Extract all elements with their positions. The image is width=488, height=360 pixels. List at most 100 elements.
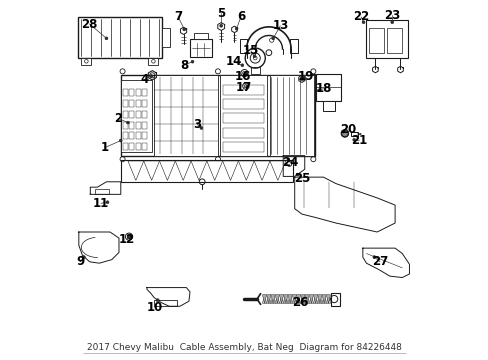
Bar — [136, 100, 140, 107]
Polygon shape — [266, 295, 270, 303]
Text: 25: 25 — [293, 172, 309, 185]
Circle shape — [156, 299, 159, 302]
Bar — [142, 132, 147, 139]
Polygon shape — [279, 295, 283, 303]
Bar — [129, 143, 134, 150]
Text: 28: 28 — [81, 18, 98, 31]
Circle shape — [341, 130, 348, 137]
Text: 11: 11 — [93, 197, 109, 210]
Polygon shape — [283, 295, 287, 303]
Polygon shape — [308, 295, 313, 303]
Text: 7: 7 — [174, 10, 182, 23]
Circle shape — [82, 256, 85, 258]
Circle shape — [302, 77, 305, 80]
Text: 6: 6 — [236, 10, 244, 23]
Text: 14: 14 — [225, 55, 242, 68]
Circle shape — [191, 60, 194, 63]
Polygon shape — [322, 295, 325, 303]
Circle shape — [271, 37, 274, 40]
Circle shape — [317, 89, 320, 92]
Text: 24: 24 — [282, 156, 298, 169]
Bar — [351, 132, 357, 136]
Text: 18: 18 — [315, 82, 331, 95]
Circle shape — [296, 173, 298, 176]
Bar — [121, 75, 314, 156]
Polygon shape — [313, 295, 317, 303]
Bar — [223, 142, 264, 152]
Circle shape — [127, 235, 131, 238]
Text: 4: 4 — [140, 73, 148, 86]
Circle shape — [253, 56, 257, 60]
Bar — [193, 33, 207, 39]
Bar — [136, 111, 140, 118]
Polygon shape — [269, 161, 285, 180]
Bar — [136, 132, 140, 139]
Text: 2: 2 — [114, 112, 122, 125]
Bar — [190, 39, 211, 57]
Polygon shape — [128, 161, 143, 180]
Circle shape — [286, 159, 289, 162]
Bar — [322, 101, 334, 111]
Bar — [129, 89, 134, 96]
Bar — [122, 89, 127, 96]
Polygon shape — [254, 161, 269, 180]
Bar — [121, 80, 152, 152]
Polygon shape — [287, 295, 292, 303]
Polygon shape — [143, 161, 159, 180]
Bar — [142, 89, 147, 96]
Bar — [366, 21, 407, 58]
Text: 26: 26 — [291, 296, 307, 309]
Text: 23: 23 — [384, 9, 400, 22]
Polygon shape — [325, 295, 330, 303]
Bar — [122, 100, 127, 107]
Bar — [122, 111, 127, 118]
Circle shape — [362, 21, 364, 24]
Circle shape — [149, 75, 152, 77]
Text: 2017 Chevy Malibu  Cable Assembly, Bat Neg  Diagram for 84226448: 2017 Chevy Malibu Cable Assembly, Bat Ne… — [87, 343, 401, 352]
Circle shape — [235, 27, 238, 30]
Bar — [250, 67, 259, 74]
Bar — [220, 75, 266, 156]
Text: 27: 27 — [371, 255, 387, 268]
Bar — [136, 89, 140, 96]
Circle shape — [296, 300, 298, 303]
Bar — [129, 100, 134, 107]
Bar — [142, 111, 147, 118]
Text: 21: 21 — [350, 134, 366, 147]
Circle shape — [105, 37, 108, 40]
Bar — [142, 100, 147, 107]
Bar — [81, 58, 91, 64]
Bar — [269, 75, 314, 156]
Bar — [223, 85, 264, 95]
Bar — [223, 128, 264, 138]
Circle shape — [183, 28, 185, 31]
Circle shape — [372, 256, 375, 258]
Bar — [129, 132, 134, 139]
Circle shape — [126, 121, 129, 124]
Polygon shape — [175, 161, 191, 180]
Polygon shape — [313, 295, 317, 303]
Polygon shape — [222, 161, 238, 180]
Circle shape — [241, 64, 244, 67]
Polygon shape — [296, 295, 300, 303]
Polygon shape — [300, 295, 305, 303]
Circle shape — [245, 85, 248, 88]
Circle shape — [200, 127, 203, 130]
Bar — [122, 132, 127, 139]
Bar — [316, 74, 341, 101]
Text: 5: 5 — [217, 7, 225, 20]
Text: 17: 17 — [235, 81, 251, 94]
Text: 12: 12 — [119, 233, 135, 246]
Bar — [136, 143, 140, 150]
Polygon shape — [279, 295, 283, 303]
Bar — [162, 28, 169, 47]
Polygon shape — [238, 161, 254, 180]
Polygon shape — [275, 295, 279, 303]
Bar — [129, 122, 134, 129]
Text: 16: 16 — [234, 69, 250, 82]
Circle shape — [352, 138, 355, 141]
Bar — [154, 300, 177, 306]
Bar — [223, 113, 264, 123]
Polygon shape — [159, 161, 175, 180]
Polygon shape — [206, 161, 222, 180]
